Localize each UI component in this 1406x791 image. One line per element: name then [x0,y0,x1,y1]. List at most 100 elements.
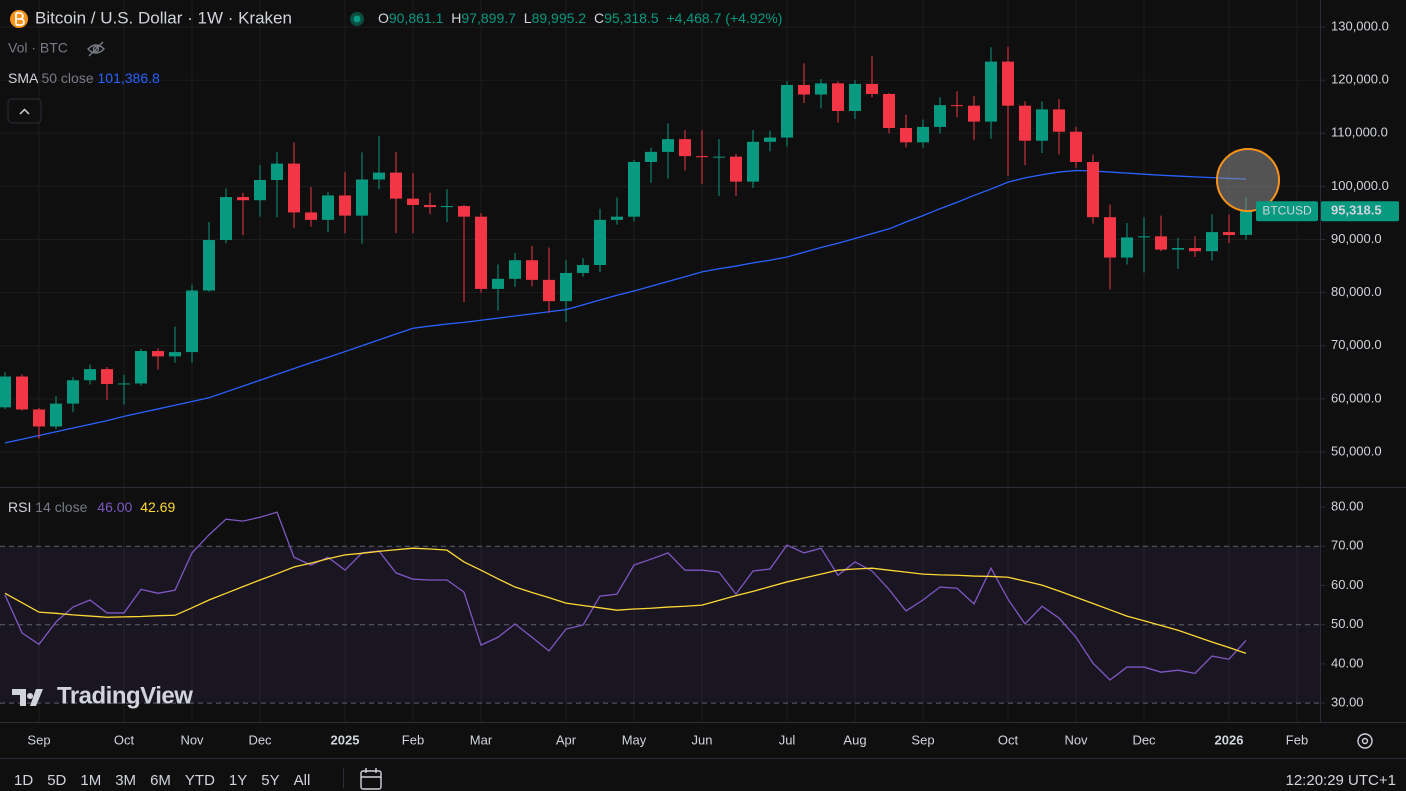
candle-body [305,212,317,220]
range-button[interactable]: 5Y [261,772,279,789]
y-tick-label: 40.00 [1331,655,1364,670]
ohlc-key: C [594,10,604,26]
rsi-line [4,511,1247,681]
candle-body [322,195,334,220]
candle-body [407,198,419,205]
date-range-icon[interactable] [360,768,382,790]
x-tick-label: Jul [779,732,796,747]
candle-body [33,409,45,427]
y-tick-label: 50.00 [1331,616,1364,631]
x-tick-label: Mar [470,732,493,747]
candle-body [577,265,589,273]
ohlc-key: L [524,10,532,26]
candle-body [67,380,79,404]
candle-body [543,279,555,302]
candle-body [815,83,827,95]
candle-body [1070,131,1082,162]
candle-body [1240,211,1252,235]
candle-body [1223,232,1235,236]
ohlc-value: 90,861.1 [389,10,444,26]
rsi-name: RSI [8,499,31,515]
candle-body [713,156,725,158]
sma-legend[interactable]: SMA 50 close 101,386.8 [8,70,160,86]
x-tick-label: Apr [556,732,577,747]
price-tag-label: 95,318.5 [1331,203,1382,218]
candle-body [492,278,504,289]
ohlc-value: 97,899.7 [461,10,516,26]
plot-layer [0,0,1325,722]
price-tag [1321,201,1399,222]
sma-name: SMA [8,70,39,86]
x-tick-label: 2025 [331,732,360,747]
range-button[interactable]: 1Y [229,772,247,789]
brand-logo[interactable]: TradingView [12,682,194,709]
candle-body [509,260,521,279]
range-button[interactable]: 1D [14,772,33,789]
candle-body [339,195,351,216]
y-tick-label: 50,000.0 [1331,443,1382,458]
candle-body [424,204,436,208]
candle-body [730,156,742,182]
candle-body [101,369,113,384]
ohlc-value: 95,318.5 [604,10,659,26]
collapse-button[interactable] [7,98,42,124]
rsi-legend[interactable]: RSI 14 close 46.00 42.69 [8,499,175,515]
range-button[interactable]: 6M [150,772,171,789]
x-tick-label: Feb [1286,732,1308,747]
ohlc-key: O [378,10,389,26]
market-status-dot [353,15,361,23]
candle-body [662,139,674,152]
coin-glyph [15,12,25,26]
candle-body [900,127,912,143]
candle-body [526,260,538,280]
candle-body [1036,109,1048,141]
range-button[interactable]: All [294,772,311,789]
brand-name: TradingView [57,682,193,709]
range-button[interactable]: 3M [115,772,136,789]
candle-body [747,141,759,182]
candle-body [917,126,929,143]
candle-body [679,139,691,157]
candle-body [475,216,487,289]
candle-body [203,240,215,291]
clock[interactable]: 12:20:29 UTC+1 [1286,772,1397,789]
candle-body [1002,61,1014,106]
candle-body [1172,248,1184,250]
brand-mark [12,689,43,706]
candle-body [373,172,385,180]
symbol-tag [1256,201,1318,222]
candle-body [951,105,963,107]
candle-body [645,151,657,162]
range-button[interactable]: 5D [47,772,66,789]
candle-body [50,403,62,427]
x-tick-label: 2026 [1215,732,1244,747]
symbol-title[interactable]: Bitcoin / U.S. Dollar · 1W · Kraken [35,8,292,27]
volume-legend[interactable]: Vol · BTC [8,40,68,56]
y-tick-label: 70.00 [1331,538,1364,553]
y-tick-label: 120,000.0 [1331,72,1389,87]
candle-body [883,94,895,128]
candle-body [288,163,300,213]
y-tick-label: 110,000.0 [1331,125,1388,140]
candle-body [1053,109,1065,132]
candle-body [458,206,470,217]
range-bar: 1D 5D 1M 3M 6M YTD 1Y 5Y All [14,772,310,789]
candle-body [1104,217,1116,258]
candle-body [611,216,623,220]
candle-body [1189,248,1201,252]
candle-body [441,206,453,208]
settings-icon[interactable] [1357,733,1373,749]
candle-body [356,179,368,216]
candle-body [0,376,11,408]
x-tick-label: Oct [114,732,135,747]
candle-body [152,351,164,357]
range-button[interactable]: 1M [80,772,101,789]
candle-body [934,105,946,127]
range-button[interactable]: YTD [185,772,215,789]
candle-body [764,137,776,142]
y-tick-label: 130,000.0 [1331,19,1389,34]
candle-body [985,61,997,122]
candle-body [968,105,980,122]
hidden-icon[interactable] [87,41,105,57]
